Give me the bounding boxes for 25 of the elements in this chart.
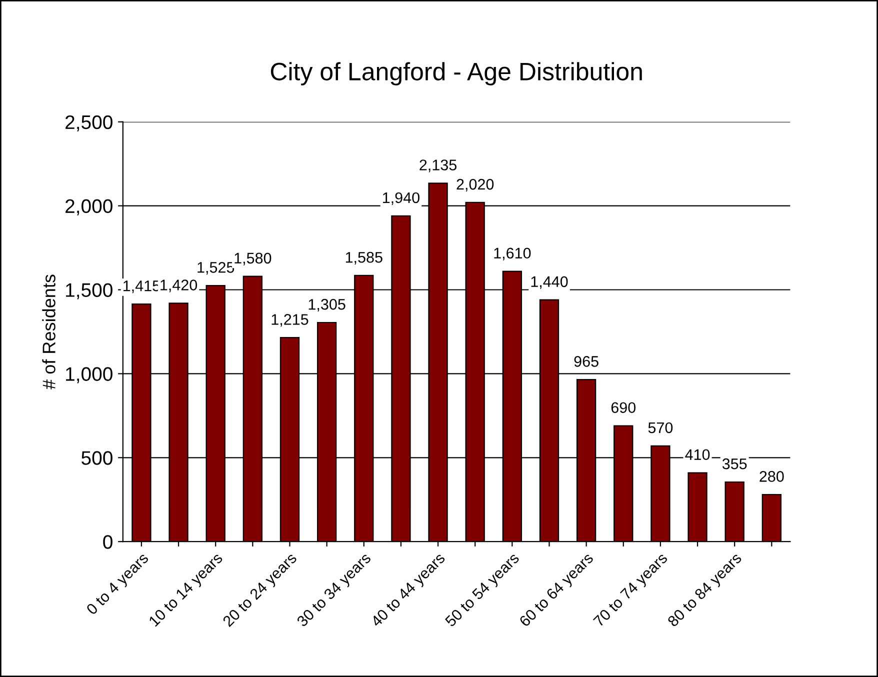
data-label: 1,420	[160, 280, 198, 292]
data-label: 355	[722, 458, 747, 470]
data-label: 1,305	[308, 298, 346, 312]
chart-title: City of Langford - Age Distribution	[270, 62, 642, 86]
y-tick-label: 2,500	[66, 115, 112, 132]
y-axis-title: # of Residents	[42, 274, 56, 390]
data-label: 1,525	[198, 262, 234, 275]
data-label: 410	[685, 449, 710, 460]
data-label: 2,020	[456, 178, 494, 192]
y-tick-label: 2,000	[66, 199, 112, 216]
y-tick-label: 0	[103, 535, 112, 549]
data-label: 965	[574, 356, 598, 367]
data-label: 280	[760, 471, 784, 482]
data-label: 1,610	[494, 248, 531, 260]
data-label: 1,215	[272, 314, 308, 327]
data-label: 1,440	[531, 276, 568, 289]
data-label: 1,585	[346, 252, 382, 265]
y-tick-label: 1,000	[66, 367, 112, 384]
data-label: 2,135	[420, 160, 456, 172]
y-tick-label: 1,500	[66, 283, 112, 300]
data-label: 570	[648, 422, 673, 434]
data-label: 690	[611, 402, 636, 414]
data-label: 1,940	[383, 192, 420, 205]
data-label: 1,580	[234, 252, 272, 266]
y-tick-label: 500	[82, 451, 112, 465]
